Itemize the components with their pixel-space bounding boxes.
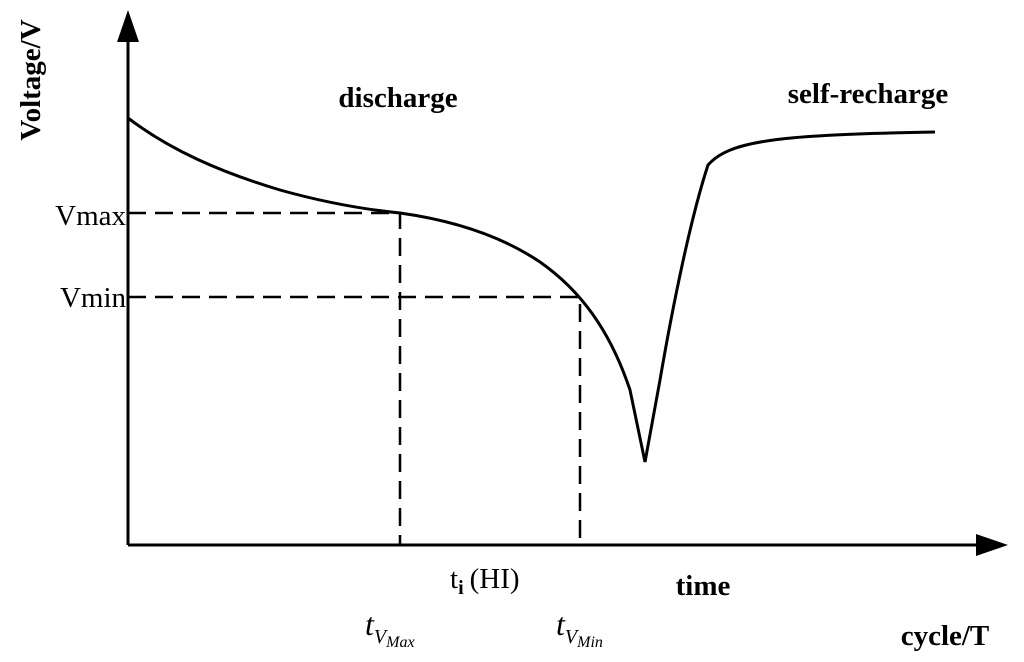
voltage-curve: [127, 116, 936, 463]
y-axis-arrow: [117, 10, 139, 42]
discharge-label: discharge: [338, 82, 457, 114]
hi-time-label: ti (HI): [450, 563, 520, 599]
vmin-guide: [128, 295, 582, 545]
vmax-guide: [128, 211, 402, 545]
time-label: time: [676, 570, 731, 602]
y-axis-label: Voltage/V: [15, 19, 47, 140]
self-recharge-label: self-recharge: [788, 78, 949, 110]
x-axis-arrow: [976, 534, 1008, 556]
x-axis-label: cycle/T: [901, 620, 990, 652]
vmin-label: Vmin: [60, 282, 127, 314]
tvmax-label: tVMax: [365, 606, 415, 651]
vmax-label: Vmax: [55, 200, 126, 232]
tvmin-label: tVMin: [556, 606, 603, 651]
